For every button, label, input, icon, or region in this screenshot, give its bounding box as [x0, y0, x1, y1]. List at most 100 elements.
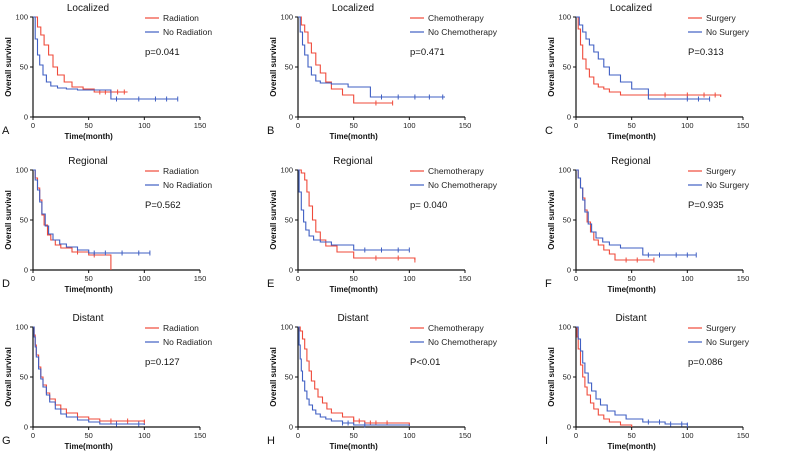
- survival-curve-h-untreated: [298, 326, 410, 426]
- x-axis-title-d: Time(month): [65, 285, 114, 294]
- y-tick-label-a: 100: [15, 13, 28, 22]
- y-axis-title-e: Overall survival: [269, 190, 278, 250]
- legend-label-h-treated: Chemotherapy: [428, 323, 485, 333]
- y-tick-label-d: 50: [20, 216, 28, 225]
- x-tick-label-c: 150: [737, 121, 750, 130]
- x-tick-label-d: 0: [31, 274, 35, 283]
- y-tick-label-a: 0: [24, 113, 28, 122]
- survival-curve-i-treated: [576, 326, 633, 427]
- y-tick-label-f: 0: [567, 266, 571, 275]
- legend-label-e-treated: Chemotherapy: [428, 166, 485, 176]
- legend-label-g-untreated: No Radiation: [163, 337, 212, 347]
- x-tick-label-g: 50: [84, 431, 92, 440]
- y-tick-label-i: 50: [563, 373, 571, 382]
- panel-title-c: Localized: [610, 3, 652, 14]
- p-value-h: P<0.01: [410, 357, 440, 368]
- p-value-b: p=0.471: [410, 47, 445, 58]
- y-tick-label-g: 0: [24, 423, 28, 432]
- y-tick-label-g: 50: [20, 373, 28, 382]
- survival-curve-h-treated: [298, 326, 410, 425]
- p-value-a: p=0.041: [145, 47, 180, 58]
- y-tick-label-f: 100: [558, 166, 571, 175]
- panel-title-i: Distant: [615, 313, 646, 324]
- panel-title-f: Regional: [611, 156, 650, 167]
- y-axis-title-d: Overall survival: [4, 190, 13, 250]
- y-axis-title-h: Overall survival: [269, 347, 278, 407]
- survival-curve-c-untreated: [576, 16, 710, 100]
- legend-label-f-treated: Surgery: [706, 166, 737, 176]
- y-tick-label-g: 100: [15, 323, 28, 332]
- y-tick-label-b: 0: [289, 113, 293, 122]
- x-tick-label-f: 150: [737, 274, 750, 283]
- y-axis-title-c: Overall survival: [547, 37, 556, 97]
- y-tick-label-b: 100: [280, 13, 293, 22]
- x-tick-label-g: 0: [31, 431, 35, 440]
- panel-letter-e: E: [267, 278, 274, 290]
- y-tick-label-c: 100: [558, 13, 571, 22]
- x-axis-title-i: Time(month): [608, 442, 657, 451]
- x-tick-label-a: 100: [138, 121, 151, 130]
- x-tick-label-g: 100: [138, 431, 151, 440]
- panel-title-d: Regional: [68, 156, 107, 167]
- y-tick-label-i: 100: [558, 323, 571, 332]
- y-tick-label-d: 100: [15, 166, 28, 175]
- x-tick-label-a: 0: [31, 121, 35, 130]
- x-tick-label-c: 100: [681, 121, 694, 130]
- y-axis-title-b: Overall survival: [269, 37, 278, 97]
- x-tick-label-f: 0: [574, 274, 578, 283]
- y-tick-label-f: 50: [563, 216, 571, 225]
- legend-label-e-untreated: No Chemotherapy: [428, 180, 498, 190]
- survival-curve-b-treated: [298, 16, 393, 104]
- p-value-d: P=0.562: [145, 200, 181, 211]
- survival-curve-a-treated: [33, 16, 128, 93]
- x-tick-label-i: 100: [681, 431, 694, 440]
- x-tick-label-d: 100: [138, 274, 151, 283]
- p-value-i: p=0.086: [688, 357, 723, 368]
- p-value-g: p=0.127: [145, 357, 180, 368]
- x-axis-title-g: Time(month): [65, 442, 114, 451]
- survival-curve-f-untreated: [576, 169, 697, 256]
- x-tick-label-h: 150: [459, 431, 472, 440]
- x-tick-label-e: 150: [459, 274, 472, 283]
- p-value-e: p= 0.040: [410, 200, 447, 211]
- x-tick-label-c: 50: [627, 121, 635, 130]
- y-axis-title-i: Overall survival: [547, 347, 556, 407]
- panel-letter-b: B: [267, 125, 274, 137]
- x-tick-label-i: 50: [627, 431, 635, 440]
- x-tick-label-i: 0: [574, 431, 578, 440]
- y-tick-label-e: 100: [280, 166, 293, 175]
- x-tick-label-d: 150: [194, 274, 207, 283]
- x-tick-label-e: 50: [349, 274, 357, 283]
- y-tick-label-h: 100: [280, 323, 293, 332]
- legend-label-g-treated: Radiation: [163, 323, 199, 333]
- x-tick-label-a: 150: [194, 121, 207, 130]
- x-tick-label-b: 50: [349, 121, 357, 130]
- x-axis-title-c: Time(month): [608, 132, 657, 141]
- x-tick-label-f: 100: [681, 274, 694, 283]
- x-tick-label-e: 100: [403, 274, 416, 283]
- y-tick-label-e: 50: [285, 216, 293, 225]
- survival-curve-e-untreated: [298, 169, 410, 251]
- x-axis-title-a: Time(month): [65, 132, 114, 141]
- panel-letter-h: H: [267, 435, 275, 447]
- x-tick-label-h: 50: [349, 431, 357, 440]
- y-tick-label-b: 50: [285, 63, 293, 72]
- x-tick-label-c: 0: [574, 121, 578, 130]
- x-axis-title-e: Time(month): [330, 285, 379, 294]
- x-tick-label-b: 0: [296, 121, 300, 130]
- survival-curve-i-untreated: [576, 326, 688, 425]
- panel-letter-c: C: [545, 125, 553, 137]
- survival-curve-d-untreated: [33, 169, 150, 254]
- x-tick-label-g: 150: [194, 431, 207, 440]
- y-tick-label-d: 0: [24, 266, 28, 275]
- x-tick-label-e: 0: [296, 274, 300, 283]
- panel-title-h: Distant: [337, 313, 368, 324]
- panel-title-a: Localized: [67, 3, 109, 14]
- legend-label-h-untreated: No Chemotherapy: [428, 337, 498, 347]
- y-axis-title-a: Overall survival: [4, 37, 13, 97]
- x-tick-label-h: 0: [296, 431, 300, 440]
- legend-label-i-treated: Surgery: [706, 323, 737, 333]
- legend-label-c-treated: Surgery: [706, 13, 737, 23]
- survival-curve-g-untreated: [33, 326, 145, 425]
